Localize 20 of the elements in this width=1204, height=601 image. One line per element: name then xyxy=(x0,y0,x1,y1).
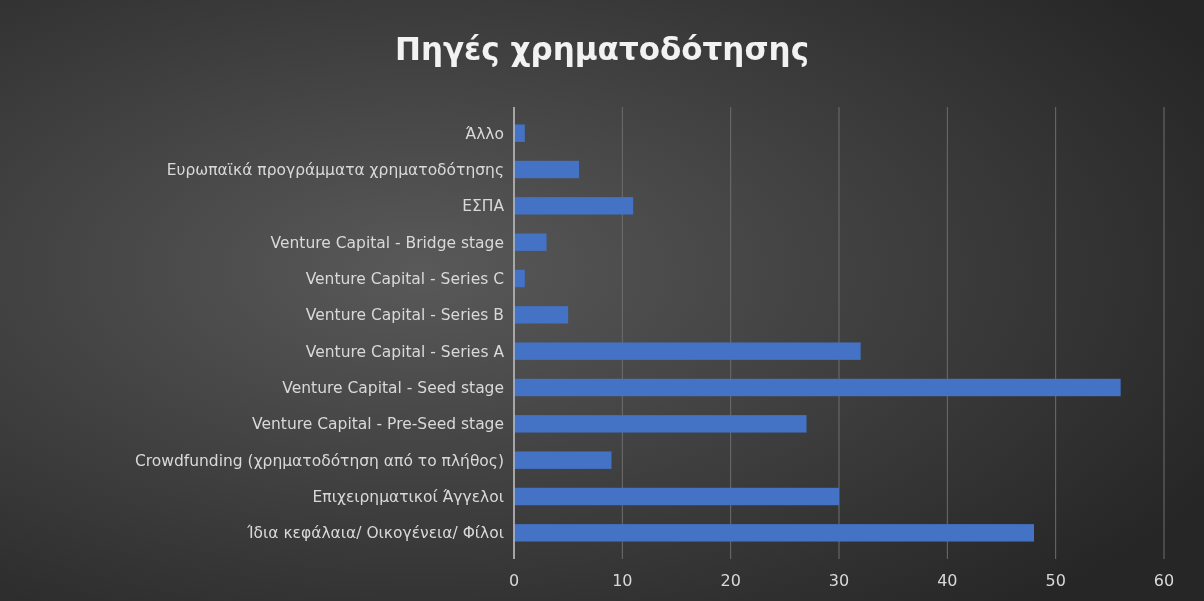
y-tick-label: ΕΣΠΑ xyxy=(462,197,505,216)
y-tick-label: Ίδια κεφάλαια/ Οικογένεια/ Φίλοι xyxy=(246,524,504,543)
y-tick-label: Επιχειρηματικοί Άγγελοι xyxy=(312,487,504,506)
y-tick-label: Crowdfunding (χρηματοδότηση από το πλήθος) xyxy=(134,451,504,470)
x-tick-label: 0 xyxy=(508,571,520,590)
x-tick-label: 20 xyxy=(720,571,741,590)
y-tick-label: Venture Capital - Series B xyxy=(305,306,504,325)
x-tick-label: 30 xyxy=(828,571,850,590)
y-tick-label: Ευρωπαϊκά προγράμματα χρηματοδότησης xyxy=(166,160,504,179)
chart-title: Πηγές χρηματοδότησης xyxy=(394,31,810,67)
y-tick-label: Venture Capital - Series A xyxy=(305,342,505,361)
y-tick-label: Άλλο xyxy=(465,124,504,143)
y-tick-label: Venture Capital - Pre-Seed stage xyxy=(252,415,504,434)
y-tick-label: Venture Capital - Bridge stage xyxy=(270,233,504,252)
y-tick-label: Venture Capital - Seed stage xyxy=(282,378,504,397)
y-tick-label: Venture Capital - Series C xyxy=(305,269,504,288)
x-tick-label: 10 xyxy=(612,571,633,590)
x-tick-label: 50 xyxy=(1045,571,1066,590)
x-tick-label: 40 xyxy=(937,571,958,590)
x-tick-label: 60 xyxy=(1153,571,1175,590)
